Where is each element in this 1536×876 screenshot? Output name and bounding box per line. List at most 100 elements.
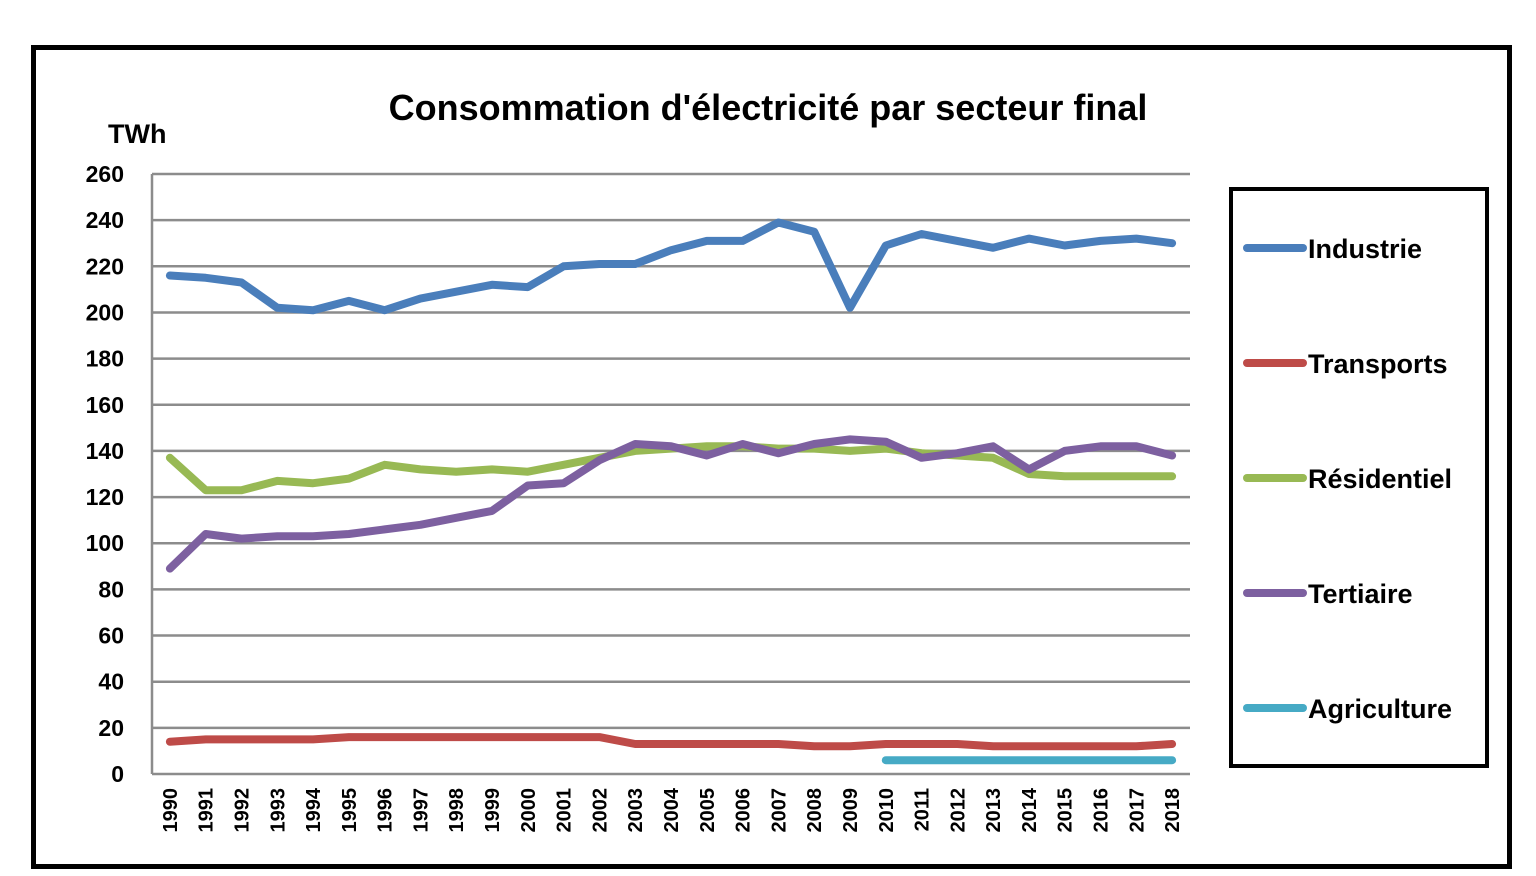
data-point: [491, 284, 493, 286]
data-point: [777, 221, 779, 223]
data-point: [527, 286, 529, 288]
data-point: [491, 736, 493, 738]
y-tick-label: 160: [86, 392, 124, 418]
data-point: [921, 759, 923, 761]
data-point: [1135, 475, 1137, 477]
data-point: [563, 265, 565, 267]
data-point: [384, 736, 386, 738]
data-point: [348, 300, 350, 302]
data-point: [240, 538, 242, 540]
data-point: [348, 736, 350, 738]
data-point: [276, 535, 278, 537]
data-point: [1100, 759, 1102, 761]
data-point: [240, 738, 242, 740]
data-point: [1135, 445, 1137, 447]
data-point: [1028, 468, 1030, 470]
data-point: [1171, 759, 1173, 761]
y-tick-label: 260: [86, 161, 124, 187]
data-point: [813, 443, 815, 445]
data-point: [276, 307, 278, 309]
x-tick-label: 2002: [589, 788, 611, 833]
data-point: [885, 245, 887, 247]
data-point: [634, 263, 636, 265]
data-point: [1135, 745, 1137, 747]
data-point: [348, 533, 350, 535]
data-point: [956, 240, 958, 242]
data-point: [1171, 455, 1173, 457]
data-point: [1028, 759, 1030, 761]
y-tick-label: 100: [86, 530, 124, 556]
series-lines: [165, 218, 1177, 765]
x-tick-label: 2009: [840, 788, 862, 833]
data-point: [240, 281, 242, 283]
x-tick-label: 1999: [482, 788, 504, 833]
data-point: [706, 455, 708, 457]
data-point: [169, 457, 171, 459]
data-point: [384, 309, 386, 311]
data-point: [885, 743, 887, 745]
data-point: [885, 441, 887, 443]
data-point: [921, 743, 923, 745]
data-point: [276, 480, 278, 482]
x-tick-label: 1992: [231, 788, 253, 833]
data-point: [1135, 759, 1137, 761]
y-tick-label: 0: [111, 761, 124, 787]
y-tick-label: 20: [98, 715, 124, 741]
data-point: [706, 445, 708, 447]
data-point: [384, 528, 386, 530]
data-point: [1100, 445, 1102, 447]
data-point: [312, 309, 314, 311]
y-axis-unit-label: TWh: [108, 119, 166, 149]
x-tick-label: 2007: [768, 788, 790, 833]
x-axis-ticks: 1990 1991 1992 1993 1994 1995 1996 1997 1998 1999…: [160, 787, 1184, 832]
x-tick-label: 2012: [947, 788, 969, 833]
data-point: [169, 568, 171, 570]
data-point: [634, 450, 636, 452]
data-point: [563, 482, 565, 484]
data-point: [1064, 450, 1066, 452]
data-point: [491, 468, 493, 470]
legend: Industrie Transports Résidentiel Tertiaire A…: [1243, 234, 1452, 724]
series-line-1: [165, 733, 1177, 751]
data-point: [419, 298, 421, 300]
x-tick-label: 2017: [1126, 788, 1148, 833]
data-point: [1171, 743, 1173, 745]
x-tick-label: 1996: [375, 788, 397, 833]
y-tick-label: 180: [86, 346, 124, 372]
data-point: [1135, 238, 1137, 240]
data-point: [455, 291, 457, 293]
y-tick-label: 240: [86, 207, 124, 233]
data-point: [419, 736, 421, 738]
x-tick-label: 2005: [697, 788, 719, 833]
data-point: [527, 736, 529, 738]
data-point: [348, 478, 350, 480]
data-point: [169, 275, 171, 277]
y-tick-label: 60: [98, 623, 124, 649]
chart-frame: [31, 45, 1512, 869]
x-tick-label: 2016: [1091, 788, 1113, 833]
data-point: [169, 741, 171, 743]
x-tick-label: 2015: [1055, 788, 1077, 833]
data-point: [205, 277, 207, 279]
data-point: [312, 482, 314, 484]
data-point: [1064, 245, 1066, 247]
data-point: [777, 448, 779, 450]
data-point: [885, 759, 887, 761]
data-point: [1100, 475, 1102, 477]
data-point: [992, 457, 994, 459]
data-point: [384, 464, 386, 466]
x-tick-label: 1993: [267, 788, 289, 833]
data-point: [240, 489, 242, 491]
data-point: [777, 743, 779, 745]
data-point: [563, 464, 565, 466]
data-point: [742, 240, 744, 242]
data-point: [1171, 242, 1173, 244]
data-point: [992, 745, 994, 747]
data-point: [1064, 475, 1066, 477]
data-point: [1100, 240, 1102, 242]
data-point: [1064, 759, 1066, 761]
chart-title: Consommation d'électricité par secteur f…: [389, 87, 1148, 128]
data-point: [921, 457, 923, 459]
y-tick-label: 220: [86, 253, 124, 279]
data-point: [1028, 745, 1030, 747]
